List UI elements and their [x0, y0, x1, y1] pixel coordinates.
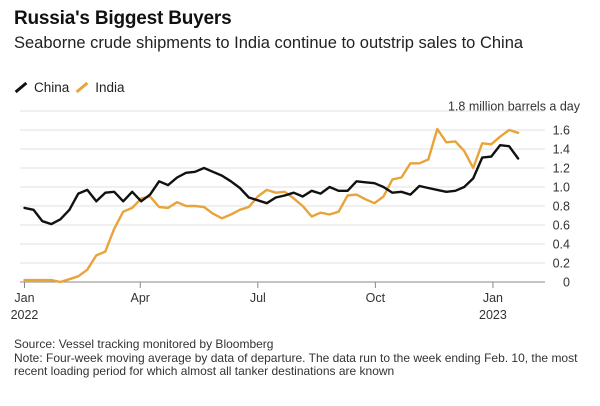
legend-swatch-china — [14, 81, 28, 94]
chart-title: Russia's Biggest Buyers — [14, 8, 232, 29]
y-tick-label: 0.2 — [553, 257, 570, 271]
x-tick-label: Jul — [250, 291, 266, 305]
legend-item-china: China — [14, 80, 69, 95]
y-tick-label: 0.6 — [553, 219, 570, 233]
y-tick-label: 1.4 — [553, 143, 570, 157]
line-chart: Jan 2022 Apr Jul Oct Jan 2023 0 0.2 0.4 0.6 0.8 1.0… — [11, 100, 581, 323]
x-tick-year-label: 2022 — [11, 308, 39, 322]
x-tick-label: Oct — [366, 291, 386, 305]
legend-swatch-india — [75, 81, 89, 94]
x-tick-label: Jan — [14, 291, 34, 305]
y-tick-label: 0.4 — [553, 238, 570, 252]
methodology-note: Note: Four-week moving average by data o… — [14, 350, 578, 378]
x-tick-label: Jan — [483, 291, 503, 305]
y-unit-label: 1.8 million barrels a day — [448, 100, 581, 114]
y-tick-label: 1.0 — [553, 181, 570, 195]
series-line-india — [23, 127, 520, 284]
y-tick-label: 1.2 — [553, 162, 570, 176]
y-tick-label: 0 — [563, 276, 570, 290]
legend: China India — [14, 80, 131, 95]
x-axis: Jan 2022 Apr Jul Oct Jan 2023 — [11, 282, 507, 322]
legend-item-india: India — [75, 80, 125, 95]
legend-label-china: China — [34, 80, 70, 95]
y-tick-label: 1.6 — [553, 124, 570, 138]
chart-subtitle: Seaborne crude shipments to India contin… — [14, 34, 524, 52]
chart-footer: Source: Vessel tracking monitored by Blo… — [14, 337, 589, 379]
series-line-china — [23, 144, 520, 226]
y-tick-label: 0.8 — [553, 200, 570, 214]
x-tick-label: Apr — [131, 291, 150, 305]
y-axis: 0 0.2 0.4 0.6 0.8 1.0 1.2 1.4 1.6 1.8 million bar… — [448, 100, 581, 290]
legend-label-india: India — [95, 80, 125, 95]
x-tick-year-label: 2023 — [479, 308, 507, 322]
series-lines — [23, 127, 520, 284]
source-note: Source: Vessel tracking monitored by Blo… — [14, 337, 274, 351]
